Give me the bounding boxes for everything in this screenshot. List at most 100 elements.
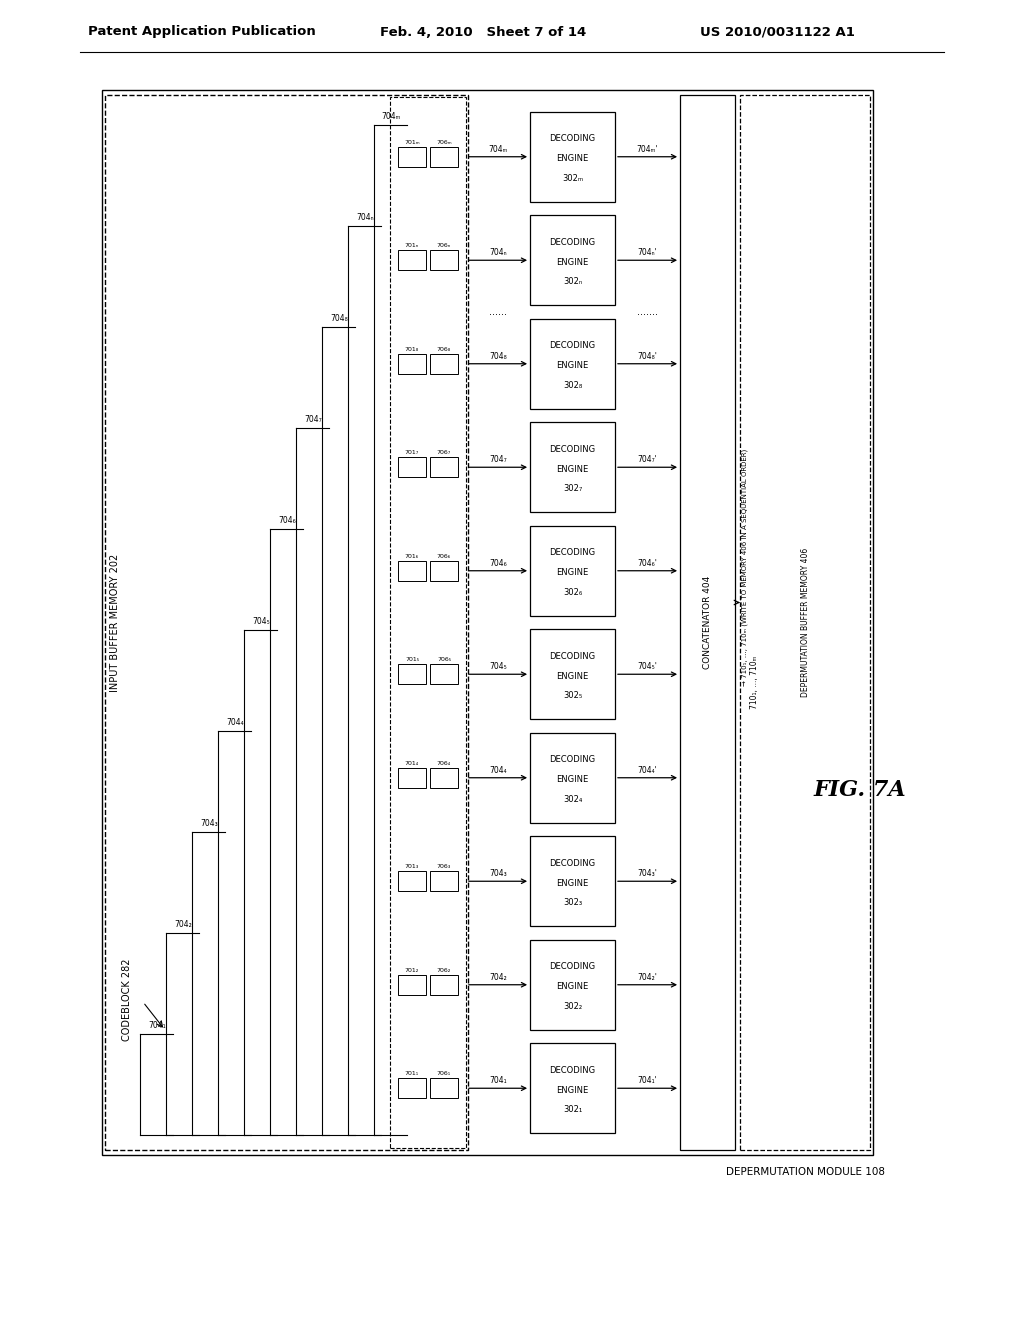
Bar xyxy=(530,837,615,927)
Bar xyxy=(398,457,426,478)
Text: 704₃: 704₃ xyxy=(489,870,507,878)
Text: FIG. 7A: FIG. 7A xyxy=(814,779,906,801)
Bar xyxy=(398,251,426,271)
Text: ENGINE: ENGINE xyxy=(556,568,589,577)
Text: 706₆: 706₆ xyxy=(437,554,452,558)
Bar xyxy=(390,96,466,1148)
Text: DEPERMUTATION BUFFER MEMORY 406: DEPERMUTATION BUFFER MEMORY 406 xyxy=(801,548,810,697)
Text: 701₈: 701₈ xyxy=(404,347,419,351)
Text: 704₄: 704₄ xyxy=(489,766,507,775)
Text: DECODING: DECODING xyxy=(550,859,596,867)
Bar xyxy=(430,147,458,166)
Text: 704₅': 704₅' xyxy=(638,663,657,672)
Text: 302₃: 302₃ xyxy=(563,899,582,907)
Text: 706₅: 706₅ xyxy=(437,657,451,663)
Text: 701₂: 701₂ xyxy=(404,968,419,973)
Text: 706ₙ: 706ₙ xyxy=(437,243,452,248)
Text: 302₈: 302₈ xyxy=(563,381,582,389)
Bar xyxy=(430,974,458,995)
Bar xyxy=(398,1078,426,1098)
Text: 302₆: 302₆ xyxy=(563,587,582,597)
Text: 302₅: 302₅ xyxy=(563,692,582,701)
Text: DECODING: DECODING xyxy=(550,652,596,661)
Bar xyxy=(398,664,426,684)
Text: 704₆: 704₆ xyxy=(489,558,507,568)
Text: DECODING: DECODING xyxy=(550,962,596,972)
Text: 701₄: 701₄ xyxy=(404,760,419,766)
Text: 704₄': 704₄' xyxy=(638,766,657,775)
Bar xyxy=(530,422,615,512)
Text: 302₄: 302₄ xyxy=(563,795,583,804)
Text: 704ₙ: 704ₙ xyxy=(489,248,507,257)
Text: ENGINE: ENGINE xyxy=(556,879,589,887)
Text: 704₈: 704₈ xyxy=(489,351,507,360)
Text: Feb. 4, 2010   Sheet 7 of 14: Feb. 4, 2010 Sheet 7 of 14 xyxy=(380,25,587,38)
Text: DECODING: DECODING xyxy=(550,1065,596,1074)
Bar xyxy=(530,1043,615,1134)
Text: 704₂: 704₂ xyxy=(174,920,191,929)
Text: 302₇: 302₇ xyxy=(563,484,582,494)
Text: 302ₙ: 302ₙ xyxy=(563,277,582,286)
Bar xyxy=(430,457,458,478)
Text: 701₆: 701₆ xyxy=(404,554,419,558)
Bar xyxy=(430,871,458,891)
Bar xyxy=(102,90,873,1155)
Bar xyxy=(398,561,426,581)
Text: ENGINE: ENGINE xyxy=(556,362,589,370)
Text: 704ₘ: 704ₘ xyxy=(488,145,508,153)
Text: 704₇: 704₇ xyxy=(304,414,322,424)
Bar xyxy=(398,147,426,166)
Text: 302ₘ: 302ₘ xyxy=(562,174,583,183)
Text: CONCATENATOR 404: CONCATENATOR 404 xyxy=(703,576,712,669)
Text: ENGINE: ENGINE xyxy=(556,1085,589,1094)
Bar xyxy=(398,354,426,374)
Bar xyxy=(530,940,615,1030)
Text: 704₇: 704₇ xyxy=(489,455,507,465)
Text: 302₁: 302₁ xyxy=(563,1105,582,1114)
Bar xyxy=(398,974,426,995)
Bar xyxy=(430,354,458,374)
Text: DECODING: DECODING xyxy=(550,548,596,557)
Text: ENGINE: ENGINE xyxy=(556,257,589,267)
Bar xyxy=(430,251,458,271)
Text: 704₂: 704₂ xyxy=(489,973,507,982)
Bar xyxy=(430,664,458,684)
Text: 704₁: 704₁ xyxy=(489,1076,507,1085)
Bar xyxy=(530,630,615,719)
Text: 704₁': 704₁' xyxy=(638,1076,657,1085)
Text: US 2010/0031122 A1: US 2010/0031122 A1 xyxy=(700,25,855,38)
Bar xyxy=(530,112,615,202)
Text: 706₈: 706₈ xyxy=(437,347,452,351)
Text: 704₅: 704₅ xyxy=(252,616,270,626)
Text: 706ₘ: 706ₘ xyxy=(436,140,452,145)
Bar xyxy=(680,95,735,1150)
Text: 701ₙ: 701ₙ xyxy=(404,243,419,248)
Bar xyxy=(430,1078,458,1098)
Bar xyxy=(398,768,426,788)
Text: ENGINE: ENGINE xyxy=(556,465,589,474)
Bar xyxy=(430,561,458,581)
Text: Patent Application Publication: Patent Application Publication xyxy=(88,25,315,38)
Text: 706₇: 706₇ xyxy=(437,450,452,455)
Text: DECODING: DECODING xyxy=(550,135,596,144)
Text: DECODING: DECODING xyxy=(550,238,596,247)
Text: 302₂: 302₂ xyxy=(563,1002,582,1011)
Text: CODEBLOCK 282: CODEBLOCK 282 xyxy=(122,958,132,1041)
Text: 701₃: 701₃ xyxy=(404,865,419,870)
Text: 704ₘ': 704ₘ' xyxy=(637,145,658,153)
Text: ......: ...... xyxy=(489,308,507,317)
Text: 704ₙ: 704ₙ xyxy=(356,213,374,222)
Text: 701₇: 701₇ xyxy=(404,450,419,455)
Text: .......: ....... xyxy=(637,308,658,317)
Text: 704₁: 704₁ xyxy=(148,1020,166,1030)
Bar xyxy=(530,318,615,409)
Text: INPUT BUFFER MEMORY 202: INPUT BUFFER MEMORY 202 xyxy=(110,553,120,692)
Text: 704₃': 704₃' xyxy=(638,870,657,878)
Text: 706₄: 706₄ xyxy=(437,760,452,766)
Bar xyxy=(740,95,870,1150)
Text: 706₁: 706₁ xyxy=(437,1072,452,1076)
Bar xyxy=(430,768,458,788)
Text: 704ₘ: 704ₘ xyxy=(381,112,400,121)
Bar xyxy=(398,871,426,891)
Text: 701₁: 701₁ xyxy=(404,1072,419,1076)
